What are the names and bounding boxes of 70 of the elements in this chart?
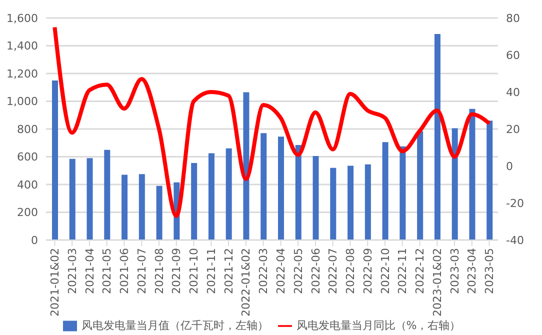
x-tick-label: 2022-05	[292, 248, 305, 294]
bar	[452, 128, 458, 240]
x-tick-label: 2022-04	[274, 248, 288, 294]
y2-tick-label: -20	[506, 196, 524, 210]
bar	[417, 131, 424, 240]
bar	[138, 174, 145, 240]
x-tick-label: 2023-05	[483, 248, 496, 294]
bar	[295, 144, 302, 240]
bar	[104, 150, 110, 240]
x-tick-label: 2021-06	[118, 248, 132, 294]
bar	[208, 153, 214, 240]
x-tick-label: 2021-07	[135, 248, 148, 294]
bar	[364, 164, 371, 240]
x-tick-label: 2022-06	[309, 248, 322, 294]
y2-tick-label: 60	[506, 48, 520, 62]
bar	[348, 166, 354, 240]
bar	[191, 162, 198, 240]
bar	[226, 148, 232, 240]
y-tick-label: 400	[17, 178, 38, 192]
y-tick-label: 200	[17, 206, 38, 220]
bar	[86, 158, 93, 240]
bar	[382, 142, 388, 240]
x-tick-label: 2023-01&02	[430, 248, 444, 317]
x-tick-label: 2021-05	[100, 248, 114, 294]
x-tick-label: 2023-03	[448, 248, 462, 294]
y2-tick-label: 80	[506, 12, 520, 25]
y2-tick-label: 40	[506, 86, 520, 99]
bar	[469, 108, 476, 240]
bar	[243, 92, 250, 240]
x-tick-label: 2022-08	[344, 248, 358, 294]
x-tick-label: 2021-12	[222, 248, 236, 294]
x-tick-label: 2021-11	[204, 248, 218, 294]
x-tick-label: 2022-07	[326, 248, 340, 294]
y2-tick-label: 0	[506, 160, 513, 173]
x-tick-label: 2021-08	[152, 248, 166, 294]
bar	[52, 80, 58, 240]
y-tick-label: 0	[31, 234, 38, 247]
bar	[330, 168, 336, 240]
y-tick-label: 1,400	[6, 40, 38, 53]
x-tick-label: 2022-09	[361, 248, 374, 294]
bar	[122, 174, 128, 240]
bar	[312, 156, 319, 240]
y-tick-label: 1,200	[6, 67, 38, 80]
legend-label: 风电发电量当月值（亿千瓦时，左轴）	[81, 319, 268, 332]
y-tick-label: 800	[17, 122, 38, 136]
bar	[156, 186, 162, 240]
line-series	[52, 25, 492, 218]
bar	[400, 146, 406, 240]
y2-tick-label: -40	[506, 234, 524, 247]
bar	[260, 133, 267, 240]
x-tick-label: 2021-01&02	[48, 248, 62, 317]
bar	[486, 120, 493, 240]
x-tick-label: 2022-11	[396, 248, 410, 294]
x-tick-label: 2023-04	[466, 248, 479, 294]
x-tick-label: 2022-10	[378, 248, 392, 294]
x-tick-label: 2022-03	[257, 248, 270, 294]
x-tick-label: 2021-09	[170, 248, 184, 294]
bar	[278, 136, 284, 240]
x-tick-label: 2021-04	[83, 248, 96, 294]
y-tick-label: 1,600	[6, 12, 38, 25]
bar	[434, 34, 440, 240]
x-tick-label: 2021-03	[66, 248, 79, 294]
bar	[69, 158, 76, 240]
legend-label: 风电发电量当月同比（%，右轴）	[296, 319, 461, 332]
x-tick-label: 2022-01&02	[240, 248, 253, 317]
x-tick-label: 2021-10	[188, 248, 201, 294]
y-tick-label: 1,000	[6, 95, 38, 108]
y2-tick-label: 20	[506, 122, 520, 136]
x-tick-label: 2022-12	[414, 248, 427, 294]
y-tick-label: 600	[17, 150, 38, 164]
